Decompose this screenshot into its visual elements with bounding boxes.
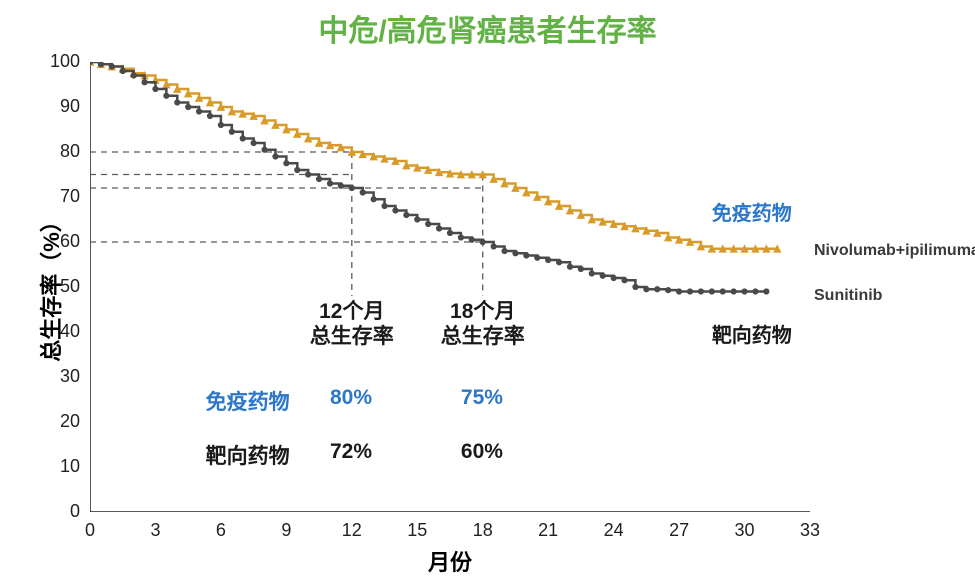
x-axis-label: 月份 bbox=[90, 545, 810, 577]
annotation-row-immune-18: 75% bbox=[461, 386, 503, 410]
y-tick: 50 bbox=[42, 276, 80, 297]
x-tick: 30 bbox=[730, 520, 760, 541]
annotation-row-immune-12: 80% bbox=[330, 386, 372, 410]
y-tick: 10 bbox=[42, 456, 80, 477]
y-tick: 0 bbox=[42, 501, 80, 522]
x-tick: 9 bbox=[271, 520, 301, 541]
chart-title: 中危/高危肾癌患者生存率 bbox=[0, 6, 975, 50]
annotation-18mo-header: 18个月 总生存率 bbox=[428, 300, 538, 350]
annotation-12mo-header: 12个月 总生存率 bbox=[297, 300, 407, 350]
y-tick: 90 bbox=[42, 96, 80, 117]
y-tick: 100 bbox=[42, 51, 80, 72]
y-tick: 80 bbox=[42, 141, 80, 162]
legend-immune-en: Nivolumab+ipilimumab bbox=[814, 242, 975, 260]
legend-target-en: Sunitinib bbox=[814, 287, 882, 305]
annotation-row-target-label: 靶向药物 bbox=[206, 440, 290, 470]
y-tick: 30 bbox=[42, 366, 80, 387]
y-tick: 20 bbox=[42, 411, 80, 432]
x-tick: 12 bbox=[337, 520, 367, 541]
x-tick: 24 bbox=[599, 520, 629, 541]
annotation-row-target-12: 72% bbox=[330, 440, 372, 464]
annotation-12mo-line2: 总生存率 bbox=[310, 325, 394, 348]
x-tick: 33 bbox=[795, 520, 825, 541]
series-nivo_ipi bbox=[90, 62, 777, 249]
x-tick: 15 bbox=[402, 520, 432, 541]
y-tick: 70 bbox=[42, 186, 80, 207]
page-root: { "title": { "text": "中危/高危肾癌患者生存率", "co… bbox=[0, 0, 975, 582]
annotation-18mo-line2: 总生存率 bbox=[441, 325, 525, 348]
legend-immune-cn: 免疫药物 bbox=[712, 197, 792, 226]
survival-plot bbox=[90, 62, 810, 512]
x-tick: 3 bbox=[140, 520, 170, 541]
y-tick: 40 bbox=[42, 321, 80, 342]
legend-target-cn: 靶向药物 bbox=[712, 319, 792, 348]
x-tick: 21 bbox=[533, 520, 563, 541]
x-tick: 27 bbox=[664, 520, 694, 541]
annotation-row-target-18: 60% bbox=[461, 440, 503, 464]
x-tick: 0 bbox=[75, 520, 105, 541]
annotation-12mo-line1: 12个月 bbox=[319, 300, 384, 323]
annotation-row-immune-label: 免疫药物 bbox=[206, 386, 290, 416]
y-tick: 60 bbox=[42, 231, 80, 252]
annotation-18mo-line1: 18个月 bbox=[450, 300, 515, 323]
x-tick: 6 bbox=[206, 520, 236, 541]
x-tick: 18 bbox=[468, 520, 498, 541]
